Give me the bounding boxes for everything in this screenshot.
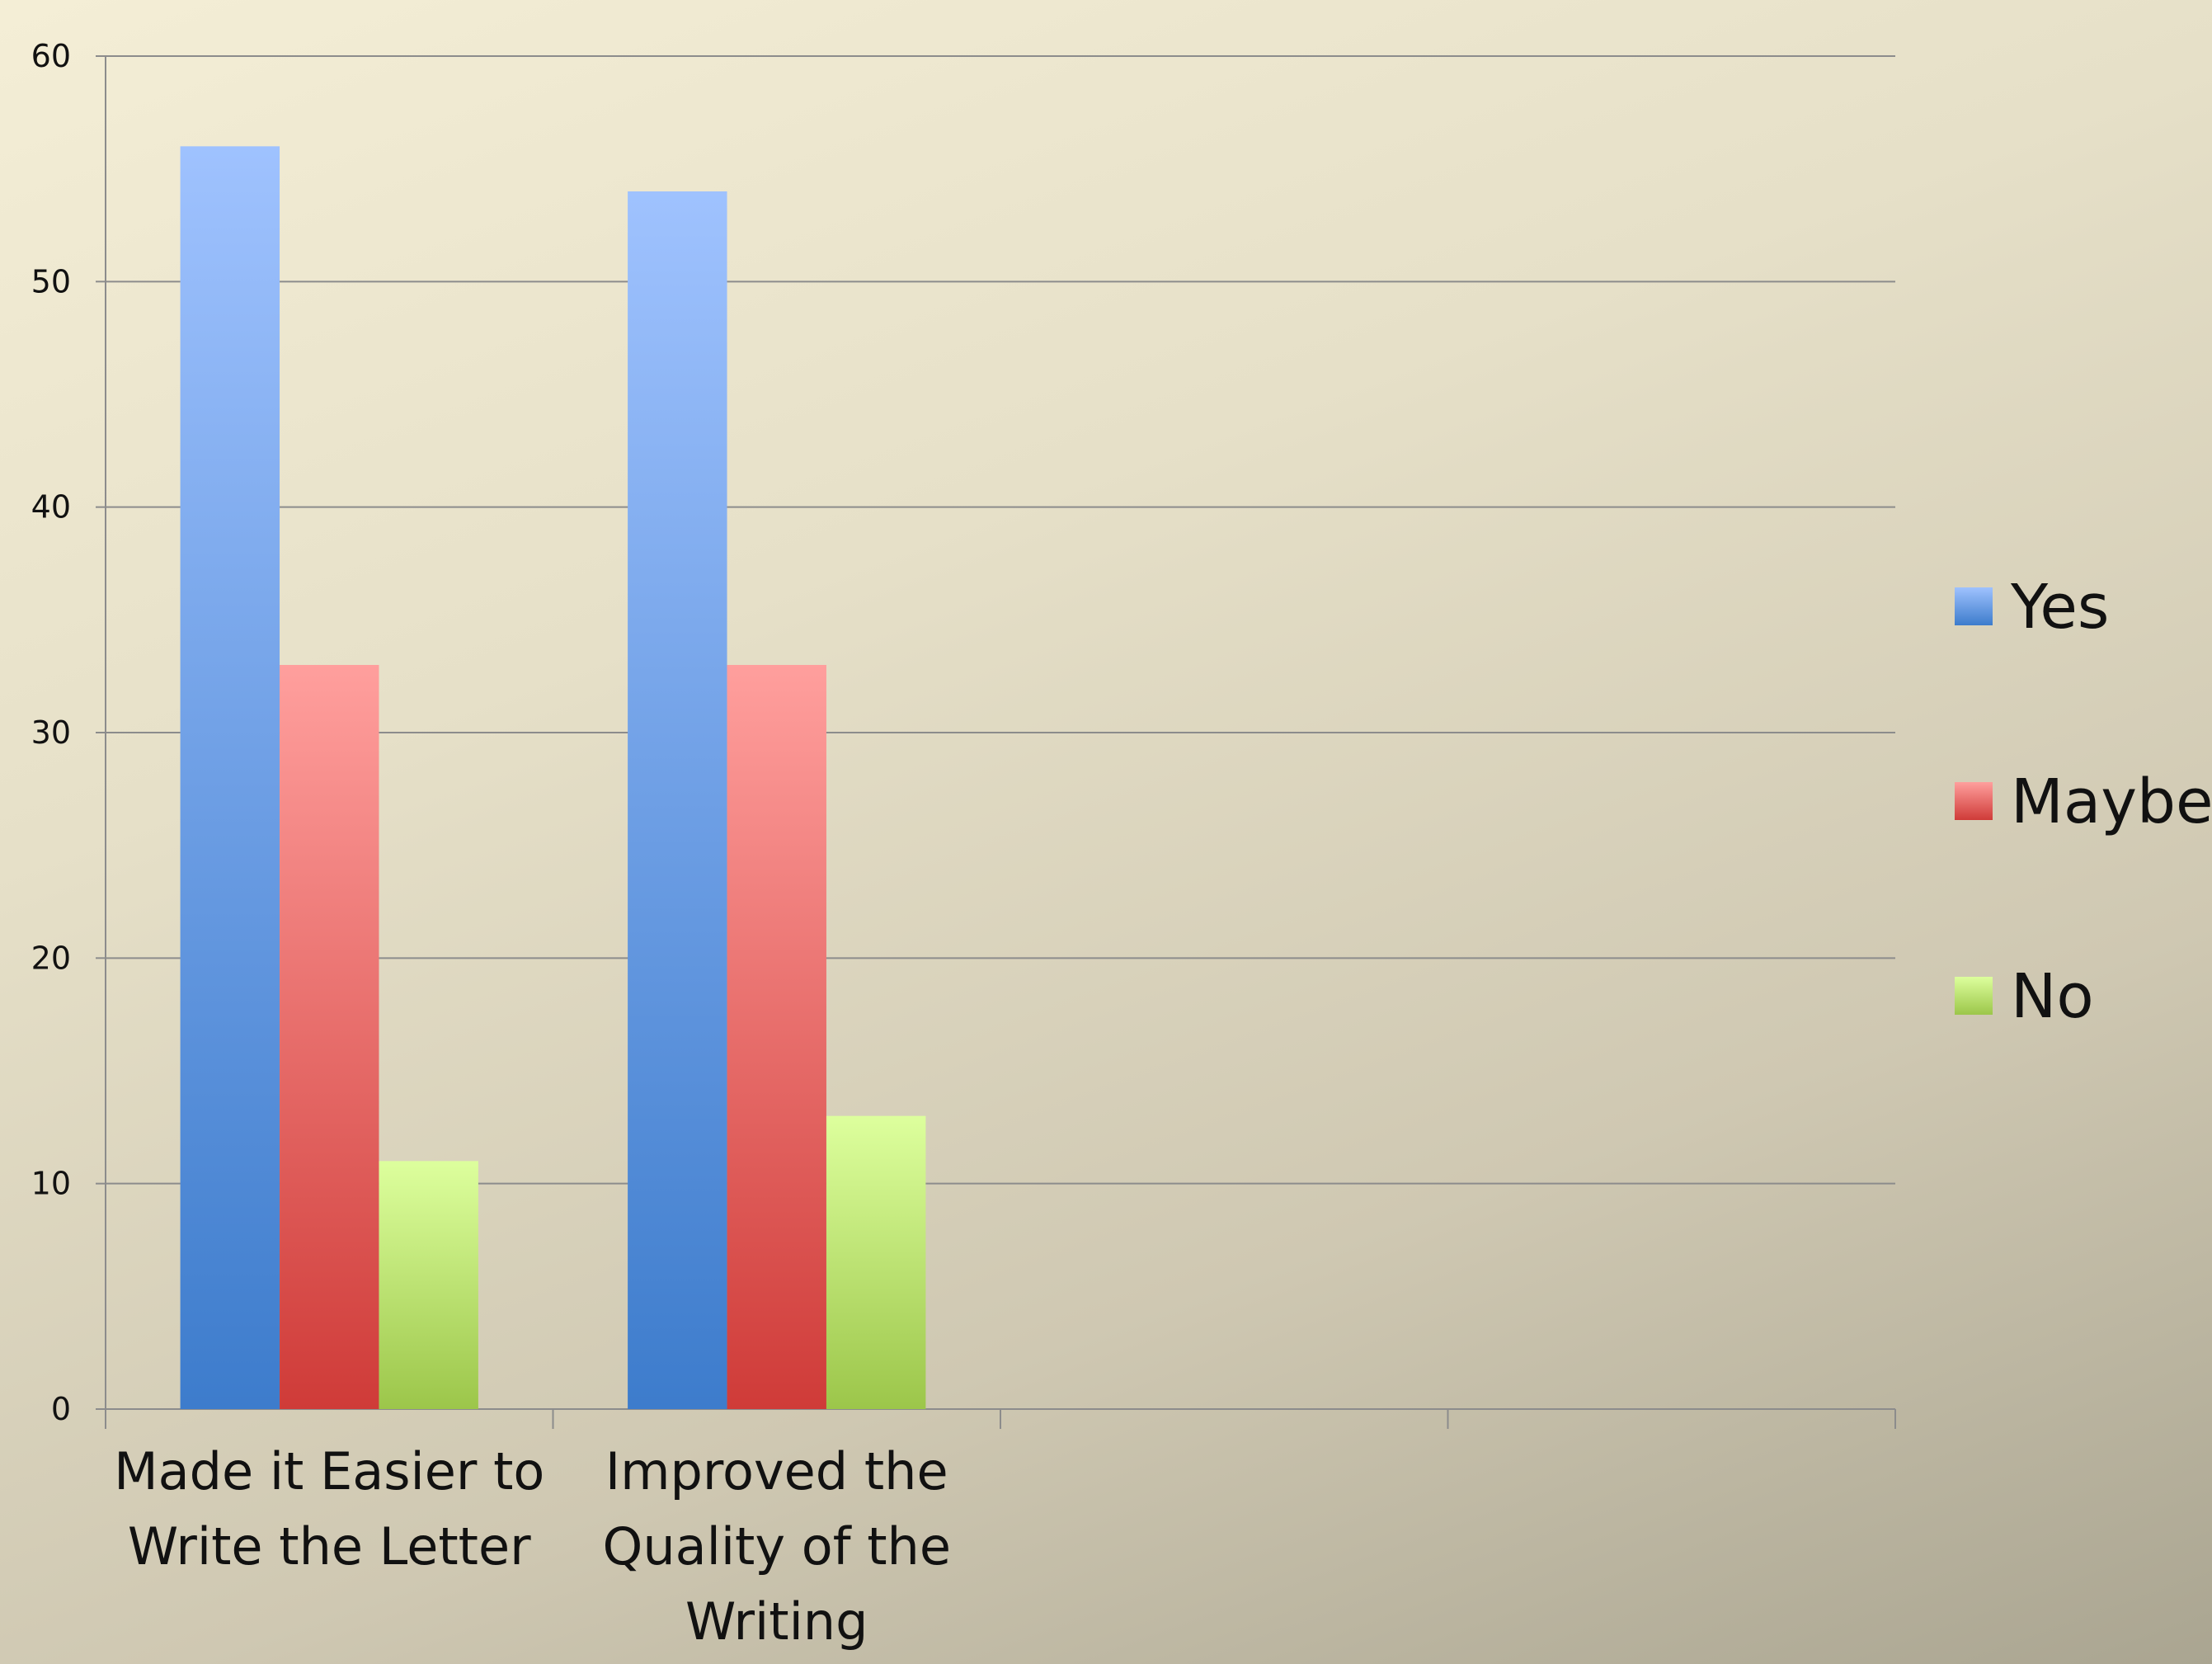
bars xyxy=(180,146,926,1409)
y-tick-label: 30 xyxy=(31,714,71,751)
legend-label: No xyxy=(2011,961,2094,1032)
gridlines xyxy=(106,55,1895,1185)
legend-swatch xyxy=(1955,977,1993,1015)
legend-swatch xyxy=(1955,587,1993,625)
bar-no-1 xyxy=(379,1161,478,1409)
bar-yes-1 xyxy=(180,146,280,1409)
x-category-label: Made it Easier to Write the Letter xyxy=(114,1441,544,1577)
legend: Yes Maybe No xyxy=(1955,572,2212,1032)
legend-item-maybe: Maybe xyxy=(1955,766,2212,837)
legend-item-yes: Yes xyxy=(1955,572,2109,643)
y-tick-label: 40 xyxy=(31,489,71,526)
legend-label: Yes xyxy=(2010,572,2109,643)
y-tick-label: 0 xyxy=(51,1391,71,1427)
legend-item-no: No xyxy=(1955,961,2094,1032)
y-tick-label: 20 xyxy=(31,940,71,976)
bar-maybe-1 xyxy=(280,665,379,1409)
x-category-label: Improved the Quality of the Writing xyxy=(603,1441,951,1652)
axis-labels: 0 10 20 30 40 50 60 Made it Easier to Write the … xyxy=(31,38,951,1652)
legend-label: Maybe xyxy=(2011,766,2212,837)
y-tick-label: 50 xyxy=(31,263,71,299)
bar-yes-2 xyxy=(628,191,727,1409)
legend-swatch xyxy=(1955,782,1993,820)
y-tick-label: 60 xyxy=(31,38,71,74)
bar-no-2 xyxy=(826,1115,926,1409)
bar-maybe-2 xyxy=(727,665,826,1409)
y-tick-label: 10 xyxy=(31,1166,71,1202)
